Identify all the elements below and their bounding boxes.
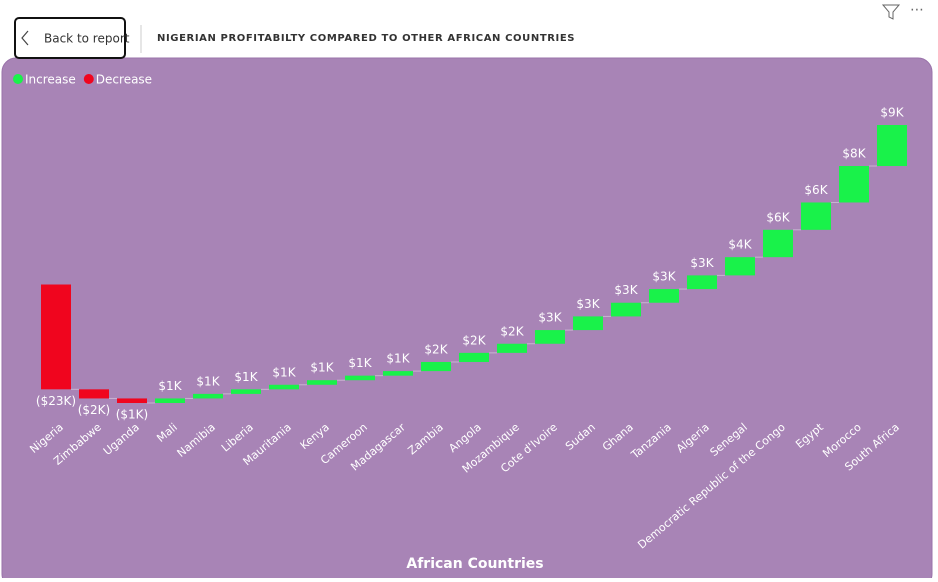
data-label: $1K <box>234 370 258 384</box>
x-axis-title: African Countries <box>406 556 543 572</box>
bar <box>459 352 489 362</box>
bar <box>573 316 603 331</box>
legend-swatch <box>13 74 23 84</box>
bar <box>801 202 831 230</box>
bar <box>497 343 527 353</box>
bar <box>649 289 679 303</box>
data-label: $9K <box>880 106 904 120</box>
bar <box>79 389 109 399</box>
data-label: $1K <box>310 361 334 375</box>
bar <box>269 384 299 390</box>
data-label: $3K <box>614 283 638 297</box>
data-label: $3K <box>690 256 714 270</box>
data-label: $1K <box>348 356 372 370</box>
bar <box>877 125 907 167</box>
bar <box>839 166 869 203</box>
bar <box>231 389 261 394</box>
legend-swatch <box>83 74 94 84</box>
bar <box>307 380 337 385</box>
bar <box>535 330 565 344</box>
filter-icon[interactable] <box>881 4 901 20</box>
data-label: $2K <box>424 342 448 356</box>
data-label: $3K <box>652 270 676 284</box>
bar <box>687 275 717 290</box>
data-label: $1K <box>386 352 410 366</box>
data-label: $4K <box>728 238 752 252</box>
bar <box>421 361 451 372</box>
chart-title: NIGERIAN PROFITABILTY COMPARED TO OTHER … <box>157 33 575 44</box>
bar <box>383 371 413 376</box>
data-label: ($2K) <box>78 403 111 417</box>
data-label: $3K <box>576 297 600 311</box>
bar <box>155 398 185 403</box>
legend-label: Decrease <box>96 73 152 87</box>
data-label: ($23K) <box>36 394 76 408</box>
data-label: $2K <box>462 333 486 347</box>
bar <box>193 393 223 399</box>
card <box>1 57 933 582</box>
data-label: $8K <box>842 147 866 161</box>
back-arrow <box>21 30 29 46</box>
more-icon[interactable]: ⋯ <box>910 2 924 18</box>
data-label: $2K <box>500 324 524 338</box>
back-button[interactable] <box>14 17 126 59</box>
data-label: $3K <box>538 311 562 325</box>
data-label: ($1K) <box>116 408 149 422</box>
bar <box>117 398 147 403</box>
bar <box>41 284 71 390</box>
back-button-label[interactable]: Back to report <box>44 32 130 46</box>
bar <box>611 302 641 317</box>
bar <box>345 375 375 381</box>
data-label: $1K <box>196 374 220 388</box>
bar <box>763 229 793 258</box>
data-label: $1K <box>272 365 296 379</box>
legend-label: Increase <box>25 73 76 87</box>
data-label: $6K <box>804 183 828 197</box>
data-label: $6K <box>766 210 790 224</box>
bar <box>725 257 755 276</box>
data-label: $1K <box>158 379 182 393</box>
